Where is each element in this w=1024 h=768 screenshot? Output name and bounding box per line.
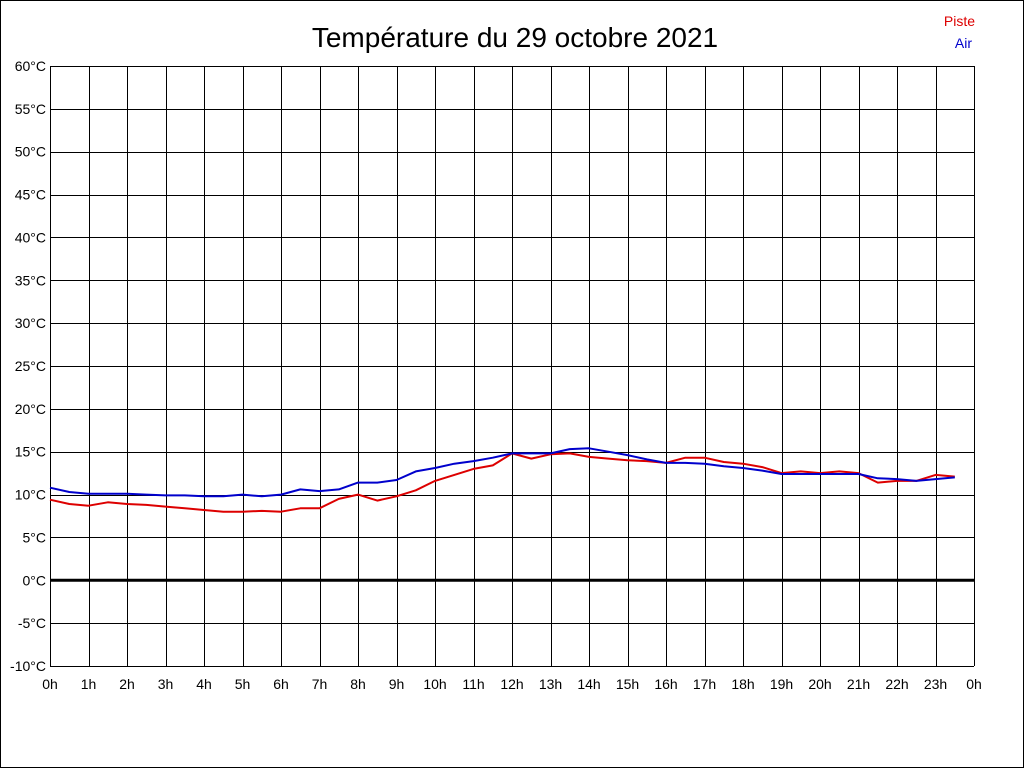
legend-entry-piste: Piste: [944, 13, 975, 29]
y-tick-label: 60°C: [15, 58, 46, 74]
x-tick-label: 14h: [577, 676, 600, 692]
x-tick-label: 8h: [350, 676, 366, 692]
x-tick-label: 21h: [847, 676, 870, 692]
y-tick-label: 5°C: [23, 529, 47, 545]
x-tick-label: 1h: [81, 676, 97, 692]
chart-title: Température du 29 octobre 2021: [312, 22, 718, 53]
x-tick-label: 22h: [885, 676, 908, 692]
x-tick-label: 15h: [616, 676, 639, 692]
x-tick-label: 9h: [389, 676, 405, 692]
y-tick-label: 50°C: [15, 144, 46, 160]
x-tick-label: 13h: [539, 676, 562, 692]
x-tick-label: 23h: [924, 676, 947, 692]
x-tick-label: 16h: [654, 676, 677, 692]
x-tick-label: 2h: [119, 676, 135, 692]
x-tick-label: 20h: [808, 676, 831, 692]
y-tick-label: 45°C: [15, 187, 46, 203]
y-tick-label: -10°C: [10, 658, 46, 674]
x-tick-label: 11h: [462, 676, 484, 692]
x-tick-label: 18h: [731, 676, 754, 692]
series-line-piste: [49, 452, 955, 513]
legend: Piste Air: [944, 13, 975, 51]
x-axis-ticks: 0h 1h 2h 3h 4h 5h 6h 7h 8h 9h 10h 11h 12h 13h 14h 15h 16…: [42, 676, 982, 692]
x-tick-label: 12h: [500, 676, 523, 692]
x-tick-label: 7h: [312, 676, 328, 692]
x-tick-label: 19h: [770, 676, 793, 692]
x-tick-label: 0h: [966, 676, 982, 692]
y-tick-label: 15°C: [15, 444, 46, 460]
x-tick-label: 10h: [423, 676, 446, 692]
y-tick-label: 30°C: [15, 315, 46, 331]
y-axis-ticks: -10°C -5°C 0°C 5°C 10°C 15°C 20°C 25°C 30°C 35°C 4…: [10, 58, 46, 674]
y-tick-label: 10°C: [15, 487, 46, 503]
x-tick-label: 4h: [196, 676, 212, 692]
y-tick-label: 35°C: [15, 272, 46, 288]
legend-entry-air: Air: [955, 35, 972, 51]
y-tick-label: 40°C: [15, 229, 46, 245]
y-tick-label: 25°C: [15, 358, 46, 374]
series-lines: [49, 447, 955, 513]
y-tick-label: 55°C: [15, 101, 46, 117]
y-tick-label: -5°C: [18, 615, 46, 631]
y-tick-label: 0°C: [23, 572, 47, 588]
y-tick-label: 20°C: [15, 401, 46, 417]
series-line-air: [49, 447, 955, 498]
x-tick-label: 5h: [235, 676, 251, 692]
x-tick-label: 0h: [42, 676, 58, 692]
grid: [50, 66, 975, 667]
x-tick-label: 6h: [273, 676, 289, 692]
x-tick-label: 17h: [693, 676, 716, 692]
x-tick-label: 3h: [158, 676, 174, 692]
